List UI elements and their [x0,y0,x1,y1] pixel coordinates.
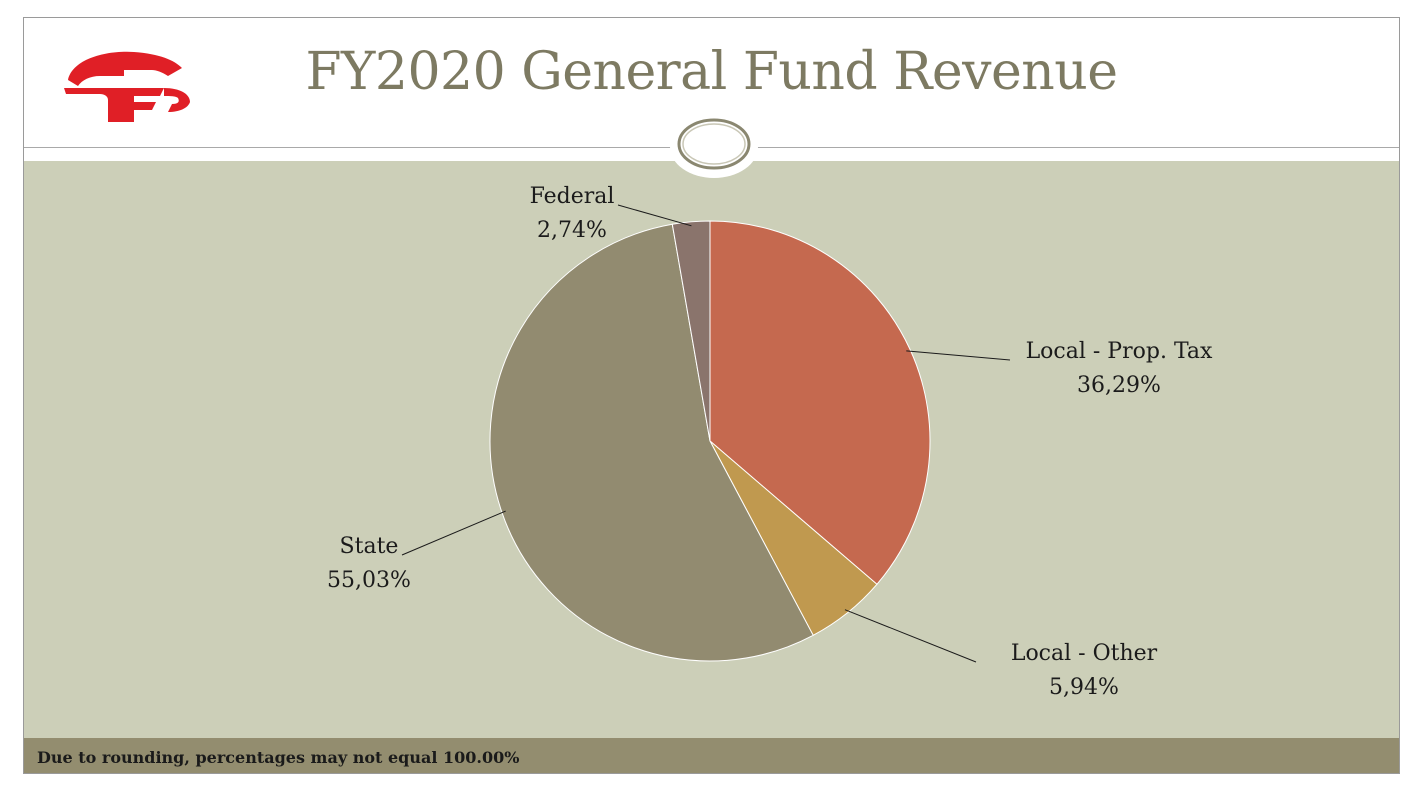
footnote: Due to rounding, percentages may not equ… [37,748,520,767]
leader-line [401,510,506,556]
pie-slice-local-prop-tax [709,220,931,586]
divider-medallion-icon [670,116,758,178]
slide-title: FY2020 General Fund Revenue [305,42,1118,102]
slice-value-label: 5,94% [1049,675,1119,700]
district-logo-icon [64,51,190,122]
slice-name-label: State [340,534,399,559]
footer-bar: Due to rounding, percentages may not equ… [24,738,1399,773]
leader-line [906,350,1011,361]
leader-line [617,204,692,227]
pie-chart: Local - Prop. Tax 36,29% Local - Other 5,94… [327,184,1213,700]
slice-name-label: Local - Prop. Tax [1026,339,1213,364]
slice-value-label: 55,03% [327,568,411,593]
slice-value-label: 2,74% [537,218,607,243]
pie-slice-federal [671,220,711,442]
slide: FY2020 General Fund Revenue Local - Prop… [23,17,1400,774]
slice-name-label: Local - Other [1011,641,1158,666]
slice-value-label: 36,29% [1077,373,1161,398]
slice-name-label: Federal [530,184,615,209]
leader-line [844,609,977,663]
